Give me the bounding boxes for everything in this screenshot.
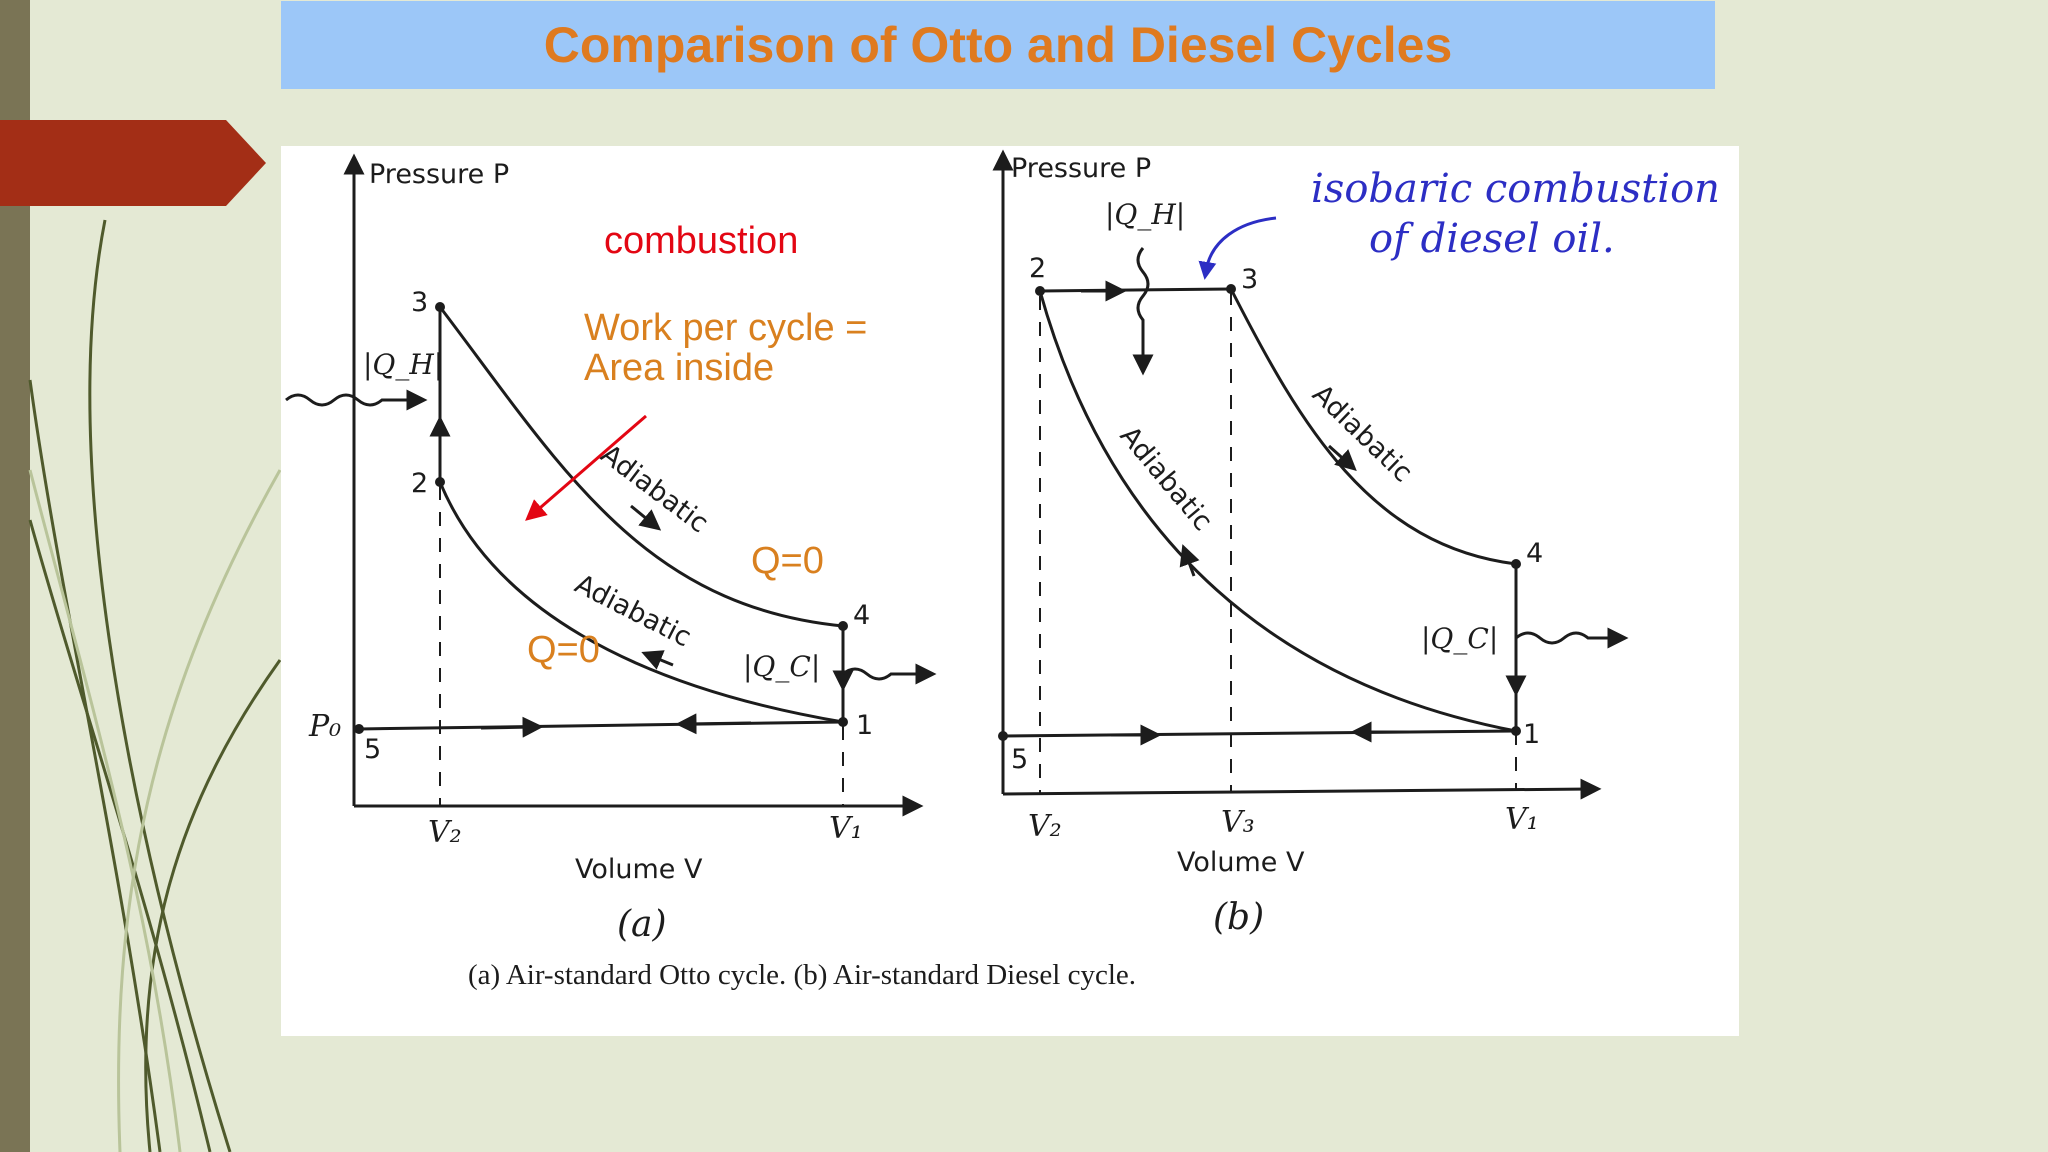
- handwritten-note-line2: of diesel oil.: [1369, 216, 1615, 262]
- otto-heat-in-label: |Q_H|: [363, 348, 443, 381]
- diesel-point-4: [1511, 559, 1521, 569]
- otto-panel-label: (a): [617, 904, 667, 945]
- otto-point-1: [838, 717, 848, 727]
- diesel-point-3: [1226, 284, 1236, 294]
- diesel-point-5: [998, 731, 1008, 741]
- otto-heat-out-wavy: [842, 663, 937, 685]
- work-area-pointer-arrow: [525, 414, 647, 521]
- combustion-annotation: combustion: [604, 220, 799, 262]
- work-per-cycle-annotation: Work per cycle = Area inside: [584, 308, 867, 388]
- title-bar: Comparison of Otto and Diesel Cycles: [281, 1, 1715, 89]
- otto-point-4: [838, 621, 848, 631]
- diesel-tick-v2: V₂: [1028, 809, 1062, 844]
- diesel-point-label-4: 4: [1526, 538, 1543, 569]
- swoosh-line: [144, 659, 282, 1152]
- diesel-adiabatic-left-label: Adiabatic: [1114, 421, 1219, 537]
- otto-tick-v1: V₁: [829, 811, 863, 846]
- slide-title: Comparison of Otto and Diesel Cycles: [543, 17, 1453, 73]
- otto-heat-in-wavy: [285, 389, 428, 411]
- swoosh-line: [28, 379, 162, 1152]
- diesel-adiabat-compression: [1038, 290, 1517, 733]
- diesel-point-label-5: 5: [1011, 744, 1028, 775]
- diesel-point-label-2: 2: [1029, 253, 1046, 284]
- figure-caption: (a) Air-standard Otto cycle. (b) Air-sta…: [468, 959, 1136, 991]
- swoosh-line: [28, 469, 182, 1152]
- diesel-isobar-5-1: [1002, 729, 1517, 738]
- otto-point-5: [354, 724, 364, 734]
- isobaric-pointer-arrow: [1198, 216, 1277, 280]
- q-zero-lower-annotation: Q=0: [527, 629, 600, 671]
- work-annotation-line2: Area inside: [584, 347, 775, 389]
- swoosh-line: [88, 219, 232, 1152]
- diesel-isobar-2-3: [1039, 287, 1232, 293]
- otto-point-label-5: 5: [364, 734, 381, 765]
- otto-flow-arrow: [630, 504, 662, 531]
- otto-point-label-3: 3: [411, 287, 428, 318]
- swoosh-line: [117, 469, 282, 1152]
- otto-p0-label: P₀: [308, 709, 341, 744]
- diesel-point-2: [1035, 286, 1045, 296]
- otto-flow-arrow: [675, 713, 752, 735]
- diesel-panel-label: (b): [1213, 897, 1264, 938]
- diesel-point-1: [1511, 726, 1521, 736]
- diesel-heat-in-label: |Q_H|: [1105, 198, 1185, 231]
- otto-point-3: [435, 302, 445, 312]
- work-annotation-line1: Work per cycle =: [584, 307, 868, 349]
- otto-flow-arrow: [480, 716, 544, 738]
- otto-adiabat-expansion: [438, 306, 844, 628]
- accent-arrow-tab: [0, 120, 266, 206]
- handwritten-note-line1: isobaric combustion: [1311, 166, 1720, 212]
- otto-heat-out-label: |Q_C|: [743, 650, 820, 683]
- otto-tick-v2: V₂: [428, 815, 462, 850]
- otto-point-2: [435, 477, 445, 487]
- diesel-volume-axis: [1002, 778, 1602, 800]
- diesel-adiabatic-right-label: Adiabatic: [1306, 379, 1418, 489]
- q-zero-upper-annotation: Q=0: [751, 540, 824, 582]
- otto-flow-arrow: [641, 650, 674, 670]
- diesel-heat-out-label: |Q_C|: [1421, 622, 1498, 655]
- diesel-flow-arrow: [1327, 444, 1357, 472]
- otto-isobar-5-1: [358, 720, 844, 731]
- otto-point-label-2: 2: [411, 468, 428, 499]
- diesel-point-label-3: 3: [1241, 264, 1258, 295]
- decorative-swooshes: [28, 219, 282, 1152]
- otto-cycle-diagram: [285, 153, 937, 817]
- otto-point-label-1: 1: [856, 710, 873, 741]
- diesel-y-axis-label: Pressure P: [1011, 153, 1151, 184]
- diesel-flow-arrow: [1179, 544, 1200, 577]
- diesel-tick-v1: V₁: [1505, 802, 1539, 837]
- otto-x-axis-label: Volume V: [575, 854, 703, 885]
- otto-point-label-4: 4: [853, 600, 870, 631]
- otto-adiabatic-upper-label: Adiabatic: [595, 439, 714, 539]
- diesel-cycle-diagram: [992, 149, 1629, 800]
- diesel-x-axis-label: Volume V: [1177, 847, 1305, 878]
- otto-adiabat-compression: [438, 481, 844, 724]
- diesel-heat-out-wavy: [1515, 627, 1629, 649]
- pv-diagrams: Pressure P Volume V V₂ V₁ P₀ |Q_H| |Q_C|…: [285, 149, 1629, 991]
- pv-diagram-figure: Pressure P Volume V V₂ V₁ P₀ |Q_H| |Q_C|…: [281, 146, 1739, 1036]
- diesel-tick-v3: V₃: [1221, 805, 1255, 840]
- diesel-point-label-1: 1: [1523, 719, 1540, 750]
- otto-y-axis-label: Pressure P: [369, 159, 509, 190]
- diesel-heat-in-wavy: [1132, 247, 1154, 376]
